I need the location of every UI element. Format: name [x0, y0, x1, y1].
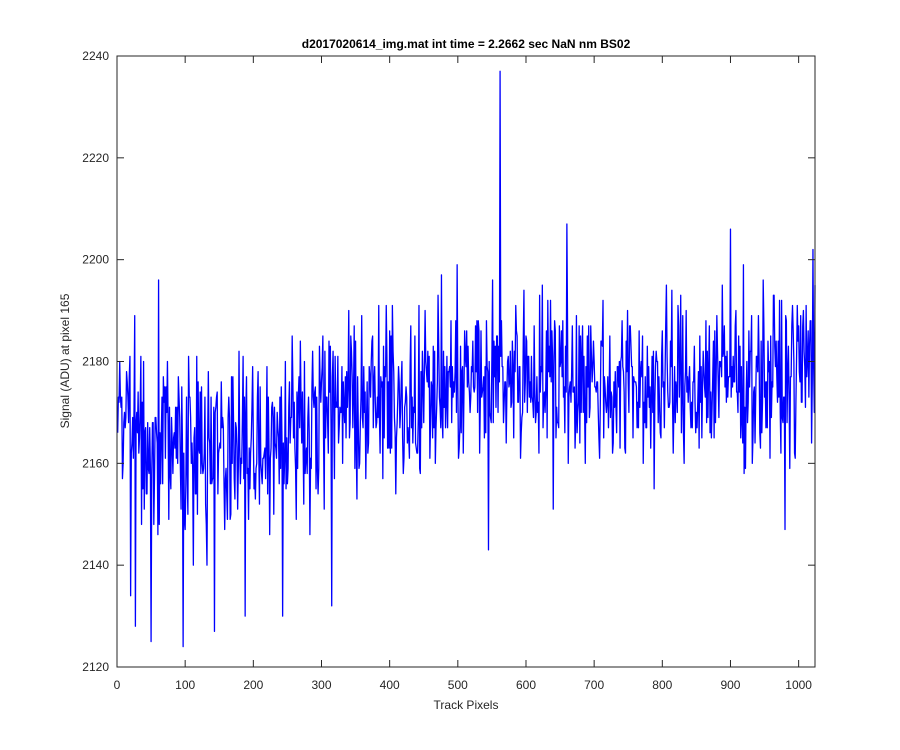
- series-layer: [117, 70, 816, 648]
- chart-title: d2017020614_img.mat int time = 2.2662 se…: [302, 37, 631, 51]
- x-tick-label: 600: [516, 678, 536, 692]
- y-tick-label: 2160: [82, 456, 109, 470]
- x-tick-label: 400: [380, 678, 400, 692]
- x-axis-label: Track Pixels: [434, 698, 499, 712]
- x-tick-label: 1000: [785, 678, 812, 692]
- y-tick-label: 2180: [82, 355, 109, 369]
- x-tick-label: 100: [175, 678, 195, 692]
- y-tick-label: 2220: [82, 151, 109, 165]
- x-tick-label: 300: [311, 678, 331, 692]
- y-tick-label: 2200: [82, 253, 109, 267]
- x-tick-label: 800: [652, 678, 672, 692]
- y-tick-label: 2120: [82, 660, 109, 674]
- y-tick-label: 2140: [82, 558, 109, 572]
- series-line: [117, 70, 816, 648]
- y-tick-label: 2240: [82, 49, 109, 63]
- x-tick-label: 700: [584, 678, 604, 692]
- tick-layer: 0 100 200 300 400 500 600 700 800 900 1000 2120 2140…: [82, 49, 815, 692]
- x-tick-label: 500: [448, 678, 468, 692]
- x-tick-label: 900: [720, 678, 740, 692]
- y-axis-label: Signal (ADU) at pixel 165: [58, 293, 72, 428]
- x-tick-label: 0: [114, 678, 121, 692]
- x-tick-label: 200: [243, 678, 263, 692]
